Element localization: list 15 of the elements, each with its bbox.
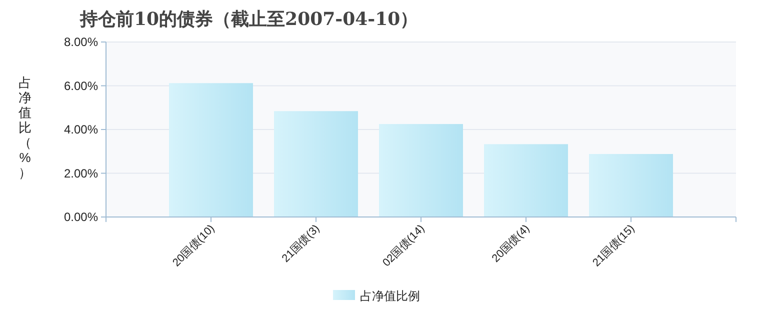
bar [589, 154, 673, 217]
bar [379, 124, 463, 217]
y-tick-label: 4.00% [64, 122, 98, 136]
bar [484, 144, 568, 217]
y-tick-label: 6.00% [64, 78, 98, 93]
bar [274, 111, 358, 217]
x-tick-label: 20国债(4) [490, 222, 532, 265]
y-tick-label: 8.00% [64, 35, 98, 49]
y-tick-label: 0.00% [64, 210, 98, 224]
x-tick-label: 21国债(3) [280, 222, 322, 265]
bar [169, 83, 253, 217]
chart-title: 持仓前10的债券（截止至2007-04-10） [79, 9, 418, 30]
y-tick-label: 2.00% [64, 166, 98, 180]
y-axis-title: 占净值比（%） [18, 75, 32, 180]
legend-label: 占净值比例 [360, 289, 420, 303]
